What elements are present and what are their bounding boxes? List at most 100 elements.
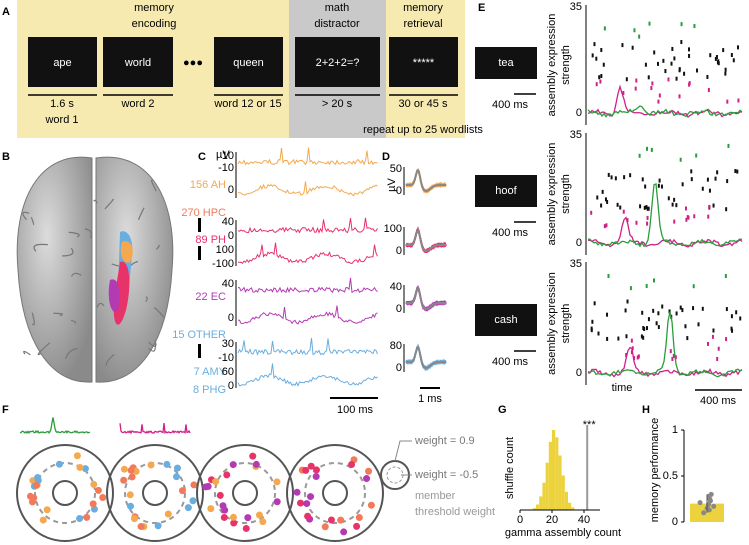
raster-tick — [603, 224, 606, 229]
phase-header: distractor — [314, 18, 360, 30]
spike-waveform — [405, 228, 447, 253]
y-tick-label: 100 — [216, 244, 234, 256]
raster-tick — [675, 76, 678, 81]
spike-waveform — [405, 229, 447, 254]
neuron — [130, 515, 138, 523]
spike-waveform — [405, 169, 447, 193]
y-tick-label: 40 — [222, 216, 234, 228]
neuron — [127, 466, 135, 474]
y-tick-label: 1 — [672, 424, 678, 436]
panel-letter: D — [382, 151, 390, 163]
spike-waveform — [405, 345, 447, 370]
raster-tick — [680, 22, 683, 27]
hist-bar — [568, 502, 572, 510]
sulcus — [105, 353, 115, 366]
raster-tick — [640, 334, 643, 339]
region-label: 22 EC — [195, 291, 226, 303]
neuron — [90, 480, 98, 488]
spike-waveform — [405, 228, 447, 252]
raster-tick — [668, 309, 671, 314]
raster-tick — [593, 42, 596, 47]
spike-waveform — [405, 287, 447, 312]
screen — [103, 37, 173, 87]
raster-tick — [629, 173, 632, 178]
spike-waveform — [405, 169, 447, 194]
raster-tick — [606, 336, 609, 341]
raster-tick — [625, 352, 628, 357]
raster-tick — [638, 34, 641, 39]
raster-tick — [634, 86, 637, 91]
spike-waveform — [405, 285, 447, 311]
y-tick-label: 80 — [390, 340, 402, 352]
brain-right — [95, 156, 174, 383]
sulcus — [148, 340, 157, 347]
neuron — [221, 506, 229, 514]
raster-tick — [715, 55, 718, 60]
neuron — [302, 466, 310, 474]
neuron — [242, 524, 250, 532]
y-tick-label: 60 — [222, 366, 234, 378]
neuron — [348, 460, 356, 468]
neuron — [223, 471, 231, 479]
neuron — [128, 473, 136, 481]
y-tick-label: 0 — [396, 185, 402, 197]
raster-tick — [716, 170, 719, 175]
raster-tick — [657, 183, 660, 188]
raster-tick — [673, 219, 676, 224]
raster-tick — [635, 78, 638, 83]
expression-trace — [587, 346, 743, 378]
neuron — [55, 460, 63, 468]
raster-tick — [688, 53, 691, 58]
raster-tick — [610, 175, 613, 180]
spike-waveform — [405, 229, 447, 254]
spike-waveform — [405, 169, 447, 193]
spike-waveform — [405, 227, 447, 254]
raster-tick — [736, 45, 739, 50]
raster-tick — [625, 334, 628, 339]
sulcus — [33, 243, 48, 252]
neuron — [202, 483, 210, 491]
word-box — [475, 175, 537, 207]
y-tick-label: 0 — [396, 303, 402, 315]
y-tick-label: 35 — [570, 1, 582, 13]
raster-tick — [714, 176, 717, 181]
lfp-trace — [237, 277, 378, 294]
raster-tick — [650, 86, 653, 91]
expression-trace — [587, 105, 743, 118]
raster-tick — [631, 346, 634, 351]
sulcus — [30, 217, 35, 226]
raster-tick — [645, 326, 648, 331]
spike-waveform — [405, 286, 447, 312]
neuron — [212, 478, 220, 486]
neuron — [147, 461, 155, 469]
sulcus — [153, 307, 165, 318]
raster-tick — [735, 310, 738, 315]
raster-tick — [669, 349, 672, 354]
raster-tick — [709, 53, 712, 58]
raster-tick — [626, 218, 629, 223]
axis-label: strength — [560, 174, 572, 214]
sulcus — [150, 179, 157, 192]
y-tick-label: 0 — [672, 516, 678, 528]
neuron — [216, 491, 224, 499]
word-box — [475, 304, 537, 336]
y-tick-label: 40 — [390, 281, 402, 293]
raster-tick — [616, 202, 619, 207]
y-tick-label: -10 — [218, 162, 234, 174]
hist-bar — [552, 430, 556, 510]
spike-waveform — [405, 288, 447, 312]
y-tick-label: 50 — [390, 163, 402, 175]
raster-tick — [664, 69, 667, 74]
raster-tick — [641, 177, 644, 182]
neuron — [313, 466, 321, 474]
raster-tick — [637, 354, 640, 359]
panel-letter: B — [2, 151, 10, 163]
neuron — [76, 463, 84, 471]
raster-tick — [617, 336, 620, 341]
neuron — [297, 499, 305, 507]
spike-waveform — [405, 226, 447, 254]
panel-letter: G — [498, 404, 507, 416]
caption: word 12 or 15 — [213, 98, 281, 110]
region-connector — [198, 246, 201, 260]
raster-tick — [724, 71, 727, 76]
